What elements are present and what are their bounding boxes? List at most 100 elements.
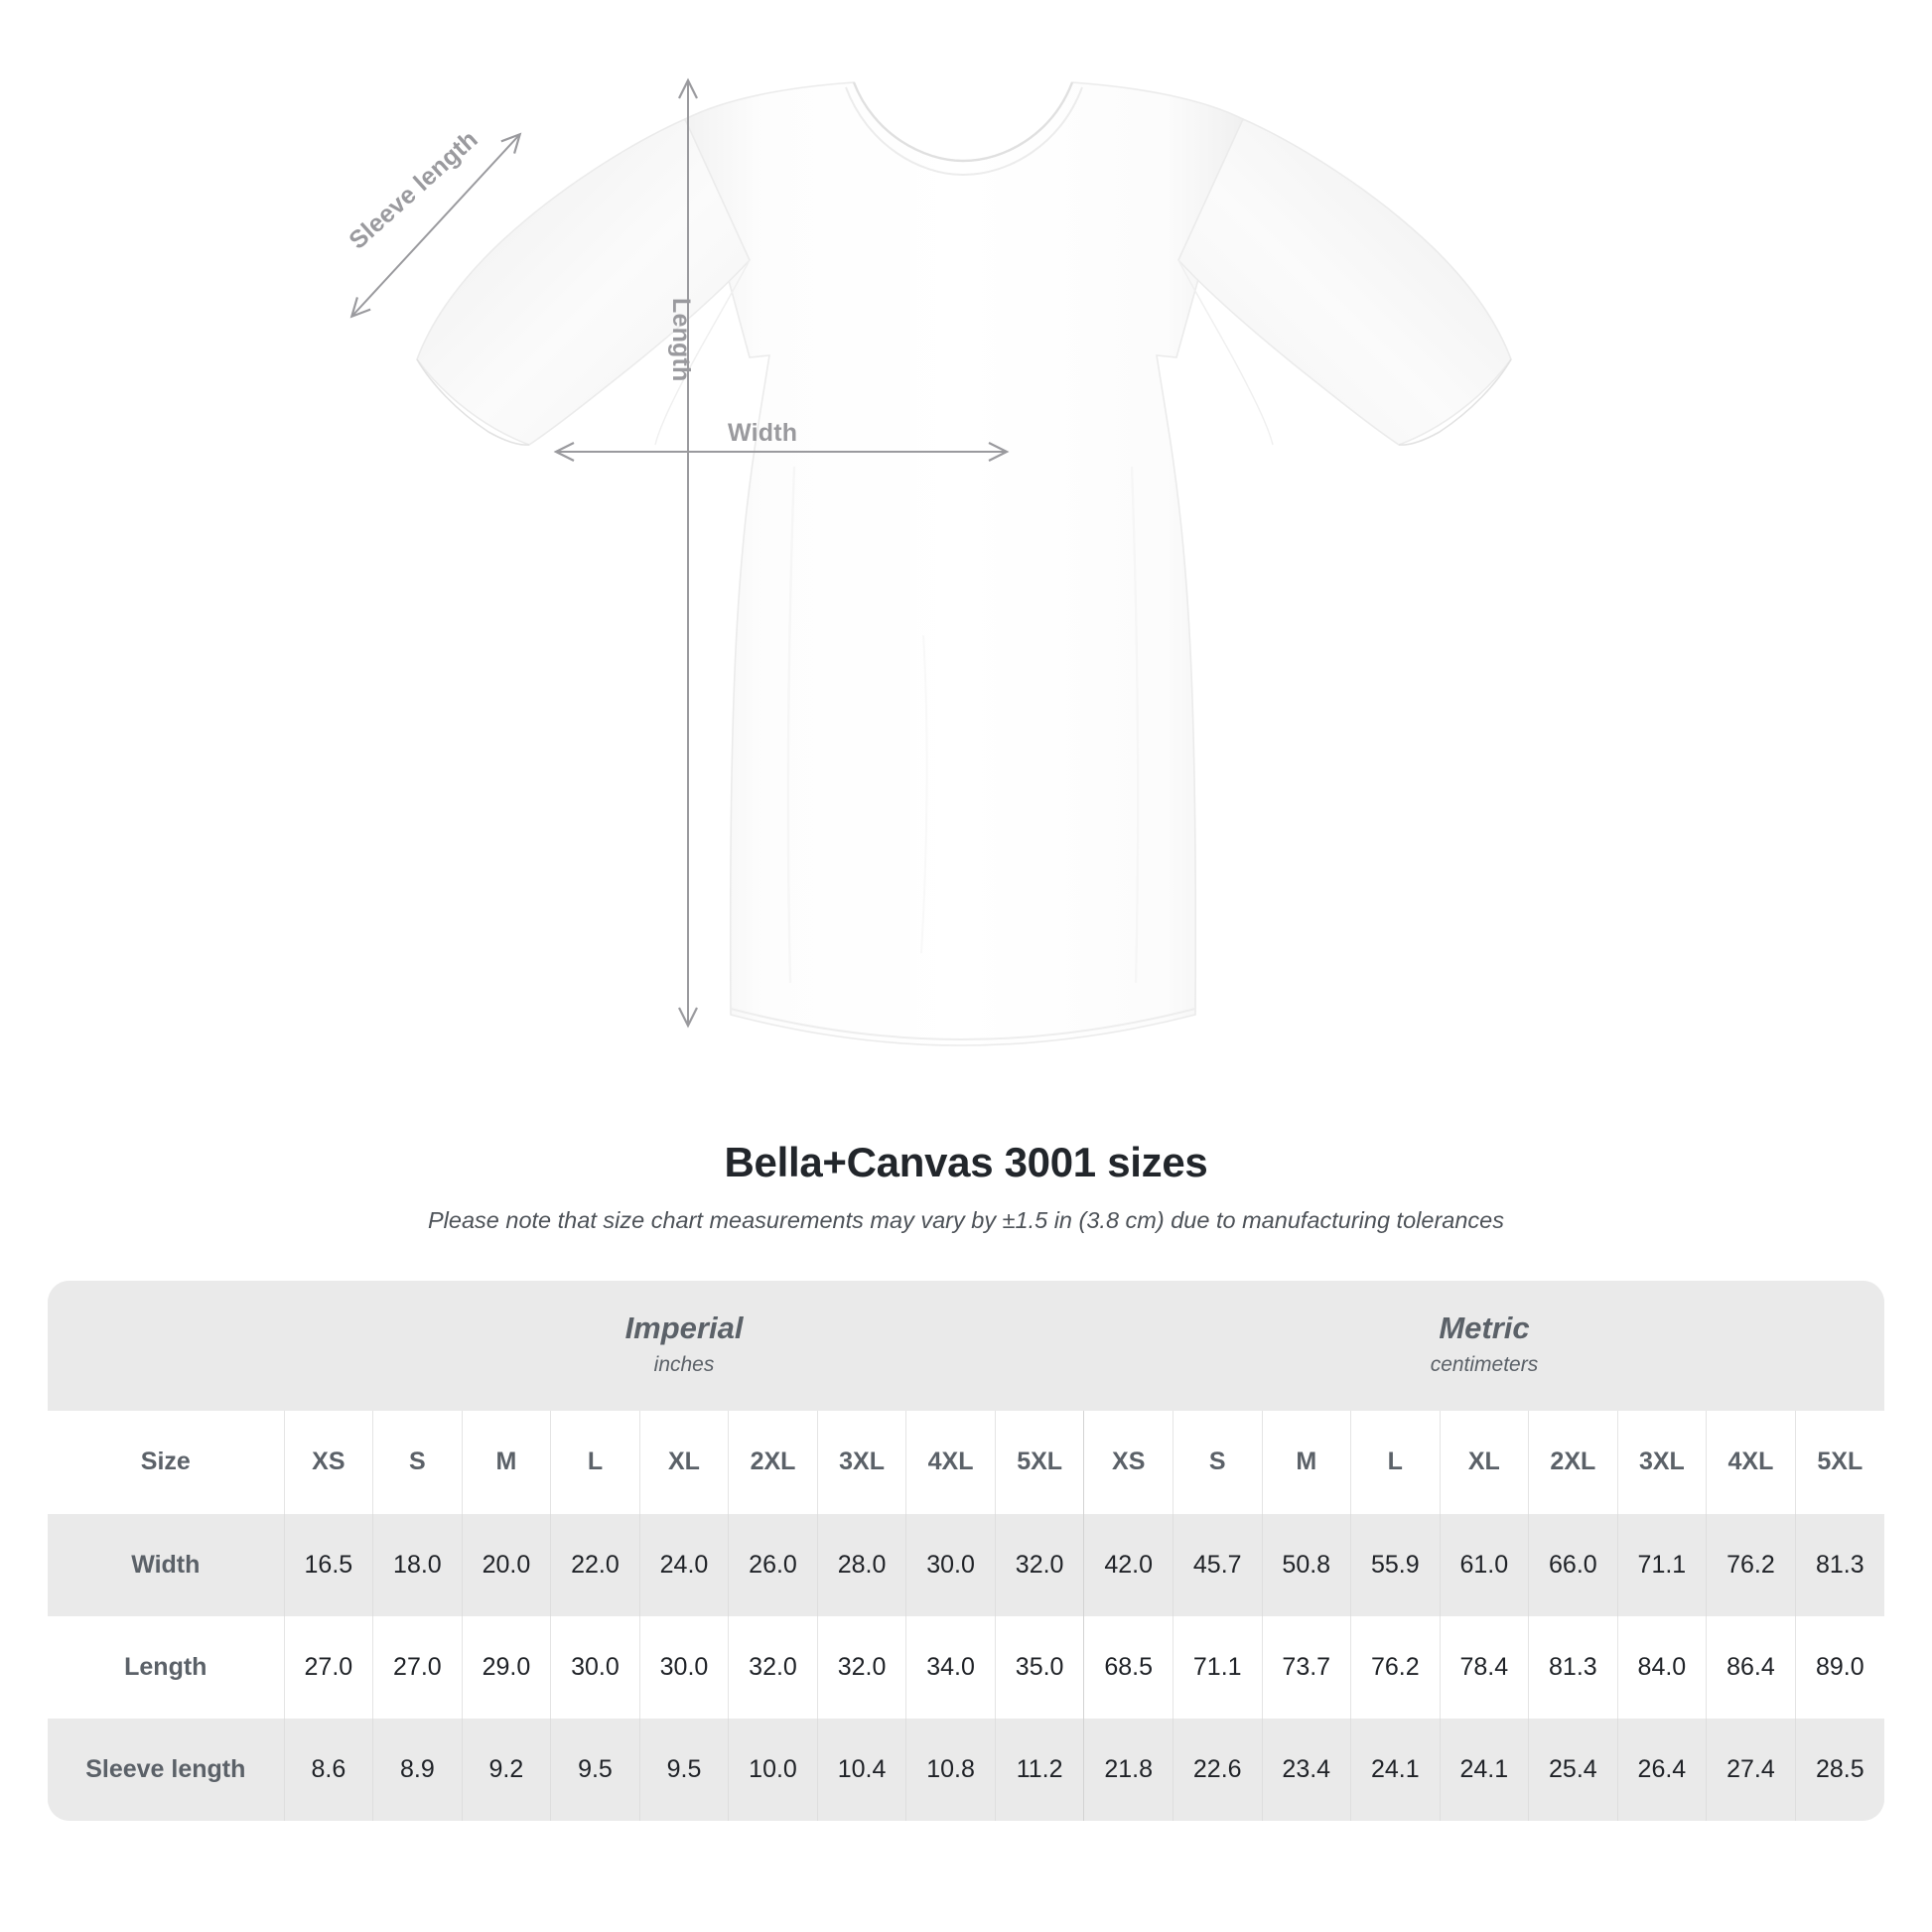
unit-name: Imperial bbox=[624, 1311, 744, 1345]
measurement-cell: 89.0 bbox=[1794, 1615, 1884, 1719]
size-header-cell: XL bbox=[638, 1410, 729, 1514]
measurement-cell: 21.8 bbox=[1083, 1718, 1173, 1821]
table-row: Width 16.5 18.0 20.0 22.0 24.0 26.0 28.0 30.0 32.… bbox=[48, 1513, 1884, 1616]
measurement-cell: 8.6 bbox=[283, 1718, 373, 1821]
measurement-cell: 61.0 bbox=[1439, 1513, 1529, 1616]
sleeve-length-arrow bbox=[349, 132, 522, 319]
size-header-cell: 2XL bbox=[728, 1410, 818, 1514]
size-header-cell: 5XL bbox=[994, 1410, 1084, 1514]
table-row: Sleeve length 8.6 8.9 9.2 9.5 9.5 10.0 10.4 10.8… bbox=[48, 1718, 1884, 1821]
measurement-cell: 76.2 bbox=[1350, 1615, 1441, 1719]
unit-header-imperial: Imperial inches bbox=[284, 1281, 1084, 1411]
measurement-cell: 16.5 bbox=[283, 1513, 373, 1616]
measurement-cell: 24.1 bbox=[1350, 1718, 1441, 1821]
width-label: Width bbox=[728, 419, 798, 447]
size-header-cell: 5XL bbox=[1794, 1410, 1884, 1514]
measurement-cell: 10.0 bbox=[728, 1718, 818, 1821]
measurement-cell: 35.0 bbox=[994, 1615, 1084, 1719]
measurement-cell: 8.9 bbox=[372, 1718, 463, 1821]
measurement-cell: 24.1 bbox=[1439, 1718, 1529, 1821]
unit-row-spacer bbox=[48, 1281, 285, 1411]
measurement-cell: 28.0 bbox=[816, 1513, 906, 1616]
measurement-cell: 27.0 bbox=[283, 1615, 373, 1719]
measurement-cell: 29.0 bbox=[461, 1615, 551, 1719]
measurement-cell: 22.6 bbox=[1172, 1718, 1262, 1821]
measurement-cell: 10.8 bbox=[905, 1718, 996, 1821]
measurement-cell: 55.9 bbox=[1350, 1513, 1441, 1616]
size-header-cell: XL bbox=[1439, 1410, 1529, 1514]
measurement-cell: 10.4 bbox=[816, 1718, 906, 1821]
measurement-cell: 27.0 bbox=[372, 1615, 463, 1719]
size-header-cell: L bbox=[550, 1410, 640, 1514]
measurement-cell: 42.0 bbox=[1083, 1513, 1173, 1616]
size-header-cell: 4XL bbox=[1706, 1410, 1796, 1514]
measurement-cell: 11.2 bbox=[994, 1718, 1084, 1821]
size-header-row: Size XS S M L XL 2XL 3XL 4XL 5XL XS S M L XL 2XL 3XL 4XL 5… bbox=[48, 1410, 1884, 1514]
title-block: Bella+Canvas 3001 sizes Please note that… bbox=[0, 1139, 1932, 1234]
table-row: Length 27.0 27.0 29.0 30.0 30.0 32.0 32.0 34.0 35… bbox=[48, 1615, 1884, 1719]
length-label: Length bbox=[667, 298, 695, 382]
measurement-cell: 34.0 bbox=[905, 1615, 996, 1719]
measurement-cell: 32.0 bbox=[816, 1615, 906, 1719]
unit-header-metric: Metric centimeters bbox=[1083, 1281, 1884, 1411]
size-header-cell: 3XL bbox=[816, 1410, 906, 1514]
size-header-cell: XS bbox=[1083, 1410, 1173, 1514]
measurement-cell: 26.0 bbox=[728, 1513, 818, 1616]
measurement-cell: 66.0 bbox=[1528, 1513, 1618, 1616]
measurement-cell: 18.0 bbox=[372, 1513, 463, 1616]
measurement-cell: 9.2 bbox=[461, 1718, 551, 1821]
measurement-cell: 71.1 bbox=[1172, 1615, 1262, 1719]
size-header-cell: L bbox=[1350, 1410, 1441, 1514]
tshirt-illustration bbox=[349, 77, 1512, 1046]
measurement-cell: 30.0 bbox=[905, 1513, 996, 1616]
unit-system-header-row: Imperial inches Metric centimeters bbox=[48, 1281, 1884, 1411]
size-header-cell: 3XL bbox=[1616, 1410, 1707, 1514]
measurement-cell: 28.5 bbox=[1794, 1718, 1884, 1821]
tshirt-diagram: Sleeve length Length Width bbox=[344, 77, 1512, 1046]
measurement-cell: 25.4 bbox=[1528, 1718, 1618, 1821]
size-table: Imperial inches Metric centimeters Size XS S M L… bbox=[48, 1281, 1884, 1821]
measurement-cell: 26.4 bbox=[1616, 1718, 1707, 1821]
tshirt-shape bbox=[416, 81, 1512, 1046]
unit-subtitle: centimeters bbox=[1430, 1352, 1539, 1376]
measurement-cell: 86.4 bbox=[1706, 1615, 1796, 1719]
size-header-cell: S bbox=[1172, 1410, 1262, 1514]
size-header-cell: 4XL bbox=[905, 1410, 996, 1514]
measurement-cell: 32.0 bbox=[994, 1513, 1084, 1616]
size-header-cell: S bbox=[372, 1410, 463, 1514]
measurement-cell: 68.5 bbox=[1083, 1615, 1173, 1719]
size-row-label: Size bbox=[48, 1410, 285, 1514]
row-label-sleeve-length: Sleeve length bbox=[48, 1718, 285, 1821]
size-header-cell: XS bbox=[283, 1410, 373, 1514]
size-header-cell: 2XL bbox=[1528, 1410, 1618, 1514]
measurement-cell: 9.5 bbox=[638, 1718, 729, 1821]
unit-name: Metric bbox=[1439, 1311, 1530, 1345]
measurement-cell: 27.4 bbox=[1706, 1718, 1796, 1821]
measurement-cell: 24.0 bbox=[638, 1513, 729, 1616]
measurement-cell: 23.4 bbox=[1261, 1718, 1351, 1821]
measurement-cell: 30.0 bbox=[550, 1615, 640, 1719]
measurement-cell: 45.7 bbox=[1172, 1513, 1262, 1616]
measurement-cell: 50.8 bbox=[1261, 1513, 1351, 1616]
measurement-cell: 78.4 bbox=[1439, 1615, 1529, 1719]
measurement-cell: 73.7 bbox=[1261, 1615, 1351, 1719]
size-header-cell: M bbox=[1261, 1410, 1351, 1514]
measurement-cell: 76.2 bbox=[1706, 1513, 1796, 1616]
measurement-cell: 81.3 bbox=[1528, 1615, 1618, 1719]
size-table-container: Imperial inches Metric centimeters Size XS S M L… bbox=[48, 1281, 1884, 1821]
measurement-cell: 30.0 bbox=[638, 1615, 729, 1719]
measurement-cell: 32.0 bbox=[728, 1615, 818, 1719]
tolerance-note: Please note that size chart measurements… bbox=[428, 1207, 1504, 1234]
row-label-length: Length bbox=[48, 1615, 285, 1719]
measurement-cell: 81.3 bbox=[1794, 1513, 1884, 1616]
page-title: Bella+Canvas 3001 sizes bbox=[724, 1139, 1208, 1185]
measurement-cell: 84.0 bbox=[1616, 1615, 1707, 1719]
size-header-cell: M bbox=[461, 1410, 551, 1514]
measurement-cell: 22.0 bbox=[550, 1513, 640, 1616]
measurement-cell: 9.5 bbox=[550, 1718, 640, 1821]
measurement-cell: 20.0 bbox=[461, 1513, 551, 1616]
row-label-width: Width bbox=[48, 1513, 285, 1616]
unit-subtitle: inches bbox=[653, 1352, 715, 1376]
measurement-cell: 71.1 bbox=[1616, 1513, 1707, 1616]
